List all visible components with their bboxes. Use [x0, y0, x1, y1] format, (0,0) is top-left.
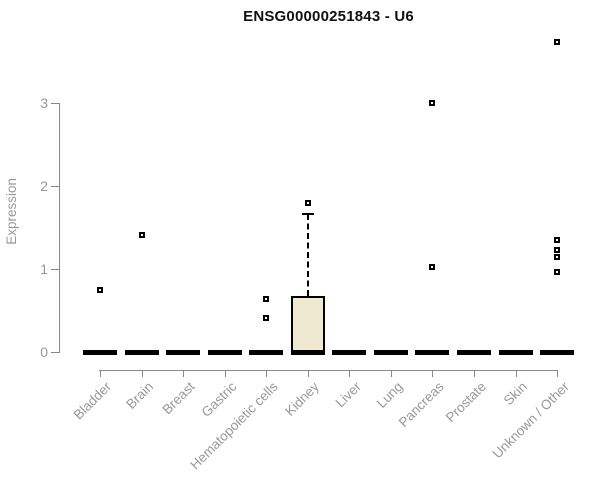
x-tick: [473, 370, 475, 377]
y-tick: [51, 352, 59, 353]
x-tick: [307, 370, 309, 377]
median-bar-liver: [332, 350, 367, 355]
x-tick: [183, 370, 185, 377]
outlier-point-unknown-other: [554, 39, 561, 46]
y-tick: [51, 269, 59, 270]
x-tick: [224, 370, 226, 377]
x-tick: [141, 370, 143, 377]
outlier-point-hematopoietic-cells: [263, 314, 270, 321]
x-tick-label-breast: Breast: [159, 379, 198, 418]
median-bar-kidney: [290, 350, 325, 355]
x-tick: [390, 370, 392, 377]
box-kidney: [290, 296, 325, 352]
y-tick: [51, 103, 59, 104]
outlier-point-bladder: [97, 286, 103, 293]
median-bar-prostate: [456, 350, 491, 355]
median-bar-unknown-other: [540, 350, 575, 355]
outlier-point-unknown-other: [554, 246, 561, 253]
x-tick-label-kidney: Kidney: [282, 379, 323, 419]
median-bar-bladder: [83, 350, 117, 355]
outlier-point-pancreas: [429, 264, 436, 271]
outlier-point-unknown-other: [554, 269, 561, 276]
chart-title: ENSG00000251843 - U6: [243, 8, 414, 25]
x-tick: [349, 370, 351, 377]
outlier-point-kidney: [304, 199, 311, 206]
x-tick-label-prostate: Prostate: [442, 379, 489, 426]
outlier-point-pancreas: [429, 100, 436, 106]
x-tick-label-brain: Brain: [123, 379, 157, 412]
x-tick: [515, 370, 517, 377]
median-bar-hematopoietic-cells: [249, 350, 284, 355]
x-tick-label-liver: Liver: [332, 379, 364, 411]
outlier-point-unknown-other: [554, 236, 561, 243]
x-tick-label-pancreas: Pancreas: [396, 379, 447, 430]
y-tick-label: 2: [40, 178, 48, 194]
x-tick-label-bladder: Bladder: [71, 379, 115, 423]
median-bar-gastric: [207, 350, 242, 355]
x-tick-label-skin: Skin: [500, 379, 531, 409]
y-tick: [51, 186, 59, 187]
y-tick-label: 3: [40, 95, 48, 111]
x-tick-label-lung: Lung: [373, 379, 406, 411]
whisker-kidney: [306, 214, 309, 297]
whisker-cap-kidney: [301, 213, 314, 216]
median-bar-skin: [498, 350, 533, 355]
median-bar-breast: [166, 350, 201, 355]
median-bar-pancreas: [415, 350, 450, 355]
x-tick: [266, 370, 268, 377]
x-tick: [432, 370, 434, 377]
x-tick: [100, 370, 101, 377]
outlier-point-hematopoietic-cells: [263, 295, 270, 302]
outlier-point-brain: [138, 231, 145, 238]
median-bar-lung: [373, 350, 408, 355]
outlier-point-unknown-other: [554, 254, 561, 261]
median-bar-brain: [124, 350, 159, 355]
x-tick-label-unknown-other: Unknown / Other: [489, 379, 572, 462]
y-tick-label: 0: [40, 344, 48, 360]
x-tick-label-gastric: Gastric: [198, 379, 240, 420]
x-tick: [557, 370, 559, 377]
x-axis-line: [99, 370, 559, 371]
y-tick-label: 1: [40, 261, 48, 277]
y-axis-line: [59, 103, 60, 353]
